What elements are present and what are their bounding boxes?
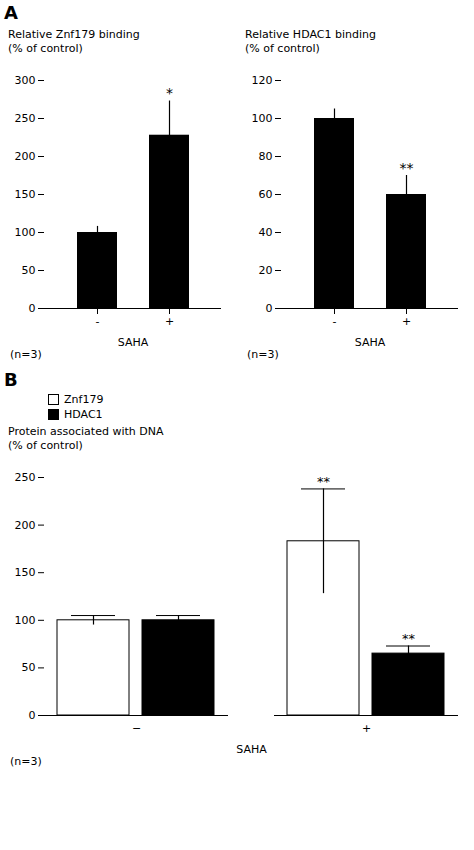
svg-text:+: + <box>402 315 411 328</box>
svg-text:-: - <box>333 315 337 328</box>
html-text:Protein associated with DNA (%: Protein associated with DNA (% of contro… <box>8 425 164 452</box>
svg-text:300: 300 <box>15 74 36 87</box>
svg-text:**: ** <box>317 474 331 489</box>
html-text:Relative Znf179 binding (% of: Relative Znf179 binding (% of control) <box>8 28 140 55</box>
html-text:HDAC1: HDAC1 <box>64 408 103 421</box>
svg-text:100: 100 <box>252 112 273 125</box>
svg-text:**: ** <box>400 160 414 176</box>
svg-text:0: 0 <box>29 709 36 722</box>
svg-text:SAHA: SAHA <box>118 336 149 349</box>
svg-text:80: 80 <box>259 150 273 163</box>
svg-text:+: + <box>362 722 371 735</box>
svg-text:0: 0 <box>29 302 36 315</box>
html-text:Znf179: Znf179 <box>64 393 104 406</box>
svg-text:0: 0 <box>266 302 273 315</box>
html-text:A: A <box>4 2 18 23</box>
svg-text:200: 200 <box>15 150 36 163</box>
svg-text:**: ** <box>402 631 416 646</box>
svg-text:250: 250 <box>15 112 36 125</box>
svg-text:+: + <box>165 315 174 328</box>
svg-text:60: 60 <box>259 188 273 201</box>
svg-text:−: − <box>132 722 141 735</box>
svg-text:-: - <box>96 315 100 328</box>
svg-text:*: * <box>166 85 173 101</box>
html-text:(n=3): (n=3) <box>247 348 279 361</box>
html-text:(n=3): (n=3) <box>10 348 42 361</box>
svg-text:100: 100 <box>15 226 36 239</box>
svg-text:120: 120 <box>252 74 273 87</box>
svg-text:40: 40 <box>259 226 273 239</box>
html-text:B: B <box>4 369 18 390</box>
html-text:Relative HDAC1 binding (% of c: Relative HDAC1 binding (% of control) <box>245 28 376 55</box>
svg-text:50: 50 <box>22 661 36 674</box>
svg-text:100: 100 <box>15 614 36 627</box>
svg-text:150: 150 <box>15 188 36 201</box>
html-text:(n=3): (n=3) <box>10 755 42 768</box>
svg-text:SAHA: SAHA <box>236 743 267 756</box>
svg-text:SAHA: SAHA <box>355 336 386 349</box>
svg-text:50: 50 <box>22 264 36 277</box>
svg-text:200: 200 <box>15 519 36 532</box>
svg-text:20: 20 <box>259 264 273 277</box>
svg-text:150: 150 <box>15 566 36 579</box>
svg-text:250: 250 <box>15 471 36 484</box>
